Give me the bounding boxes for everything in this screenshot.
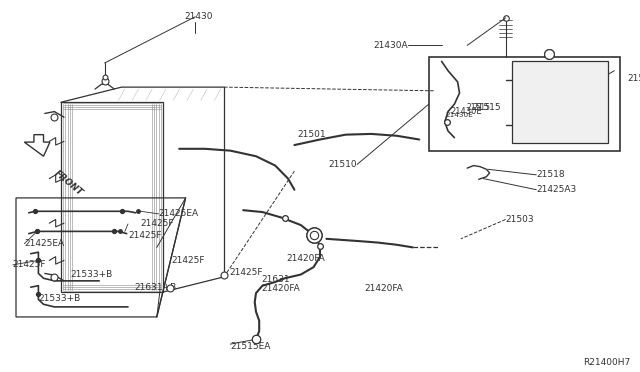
Polygon shape xyxy=(61,102,163,292)
Text: 21425F: 21425F xyxy=(141,219,174,228)
Text: 21533+B: 21533+B xyxy=(38,294,81,303)
Text: 21631+B: 21631+B xyxy=(134,283,177,292)
Text: 21425F: 21425F xyxy=(128,231,161,240)
Text: 21503: 21503 xyxy=(506,215,534,224)
Text: 21516: 21516 xyxy=(627,74,640,83)
Text: 21420FA: 21420FA xyxy=(365,284,404,293)
Text: 21430E: 21430E xyxy=(445,112,474,118)
Text: 21425F: 21425F xyxy=(172,256,205,265)
Text: 21425A3: 21425A3 xyxy=(536,185,577,194)
Text: 21501: 21501 xyxy=(298,130,326,139)
Text: 21425EA: 21425EA xyxy=(24,239,65,248)
Text: 21518: 21518 xyxy=(536,170,565,179)
Text: 21515: 21515 xyxy=(467,103,491,112)
Text: 21420FA: 21420FA xyxy=(261,284,300,293)
Text: 21515EA: 21515EA xyxy=(230,342,271,351)
Text: 21425F: 21425F xyxy=(13,260,46,269)
Text: 21631: 21631 xyxy=(261,275,290,284)
Text: R21400H7: R21400H7 xyxy=(583,358,630,367)
Text: 21425EA: 21425EA xyxy=(159,209,199,218)
Text: 21430: 21430 xyxy=(184,12,212,21)
Bar xyxy=(512,61,608,143)
Polygon shape xyxy=(24,135,50,156)
Text: 21430E: 21430E xyxy=(450,107,482,116)
Text: 21420FA: 21420FA xyxy=(287,254,326,263)
Text: FRONT: FRONT xyxy=(52,168,84,197)
Text: 21430A: 21430A xyxy=(374,41,408,50)
Text: 21425F: 21425F xyxy=(229,268,262,277)
Text: 21533+B: 21533+B xyxy=(70,270,113,279)
Bar xyxy=(429,57,620,151)
Text: 21510: 21510 xyxy=(328,160,357,169)
Text: 21515: 21515 xyxy=(472,103,500,112)
